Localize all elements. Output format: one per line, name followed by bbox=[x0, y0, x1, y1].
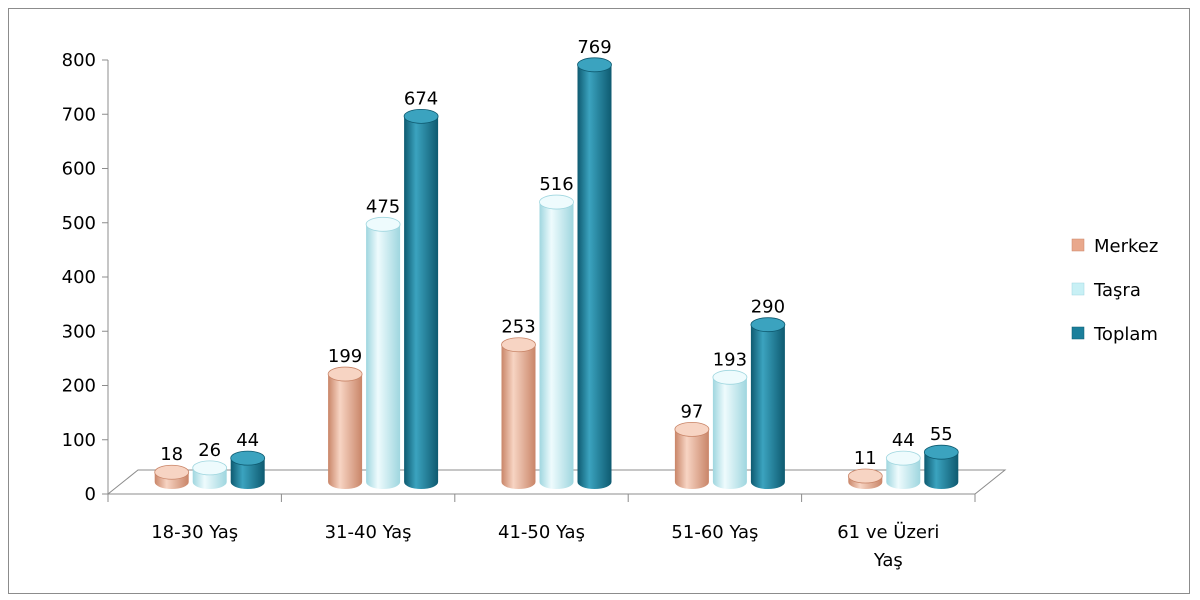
bar-merkez bbox=[327, 366, 363, 490]
bar-body bbox=[501, 344, 536, 490]
bar-top bbox=[403, 108, 439, 124]
bar-body bbox=[366, 224, 401, 490]
bar-taşra bbox=[192, 460, 228, 490]
bar-top bbox=[577, 57, 612, 73]
bar-body bbox=[230, 458, 265, 489]
bar-merkez bbox=[674, 421, 710, 490]
bar-body bbox=[404, 116, 439, 490]
legend-label-merkez: Merkez bbox=[1094, 236, 1158, 257]
y-tick-label: 500 bbox=[62, 213, 96, 234]
bar-top bbox=[327, 366, 363, 382]
data-label: 11 bbox=[854, 448, 877, 469]
data-label: 769 bbox=[577, 37, 611, 58]
bar-body bbox=[577, 64, 612, 490]
data-label: 44 bbox=[236, 430, 259, 451]
data-label: 253 bbox=[501, 317, 535, 338]
y-tick-label: 700 bbox=[62, 104, 96, 125]
y-tick-label: 200 bbox=[62, 376, 96, 397]
x-category-label: 31-40 Yaş bbox=[325, 522, 412, 543]
bar-top bbox=[750, 317, 786, 333]
bar-top bbox=[154, 464, 190, 480]
bar-toplam bbox=[403, 108, 439, 490]
bar-body bbox=[886, 458, 921, 490]
bar-toplam bbox=[923, 444, 959, 490]
data-label: 516 bbox=[539, 174, 573, 195]
x-category-label: 51-60 Yaş bbox=[671, 522, 758, 543]
bar-top bbox=[674, 421, 710, 437]
legend-label-toplam: Toplam bbox=[1093, 324, 1158, 345]
bar-merkez bbox=[847, 468, 883, 490]
bar-taşra bbox=[712, 369, 748, 490]
bar-body bbox=[539, 202, 574, 490]
data-label: 475 bbox=[366, 196, 400, 217]
bar-taşra bbox=[539, 194, 574, 490]
bar-toplam bbox=[750, 317, 786, 490]
bar-top bbox=[501, 337, 536, 353]
bar-top bbox=[712, 369, 748, 385]
data-label: 26 bbox=[198, 440, 221, 461]
data-label: 18 bbox=[160, 444, 183, 465]
bar-taşra bbox=[365, 216, 401, 490]
y-tick-label: 0 bbox=[85, 484, 96, 505]
x-category-label: 61 ve Üzeri bbox=[837, 521, 939, 543]
data-label: 97 bbox=[680, 401, 703, 422]
y-tick-label: 100 bbox=[62, 430, 96, 451]
legend-label-taşra: Taşra bbox=[1093, 280, 1141, 301]
data-label: 290 bbox=[751, 297, 785, 318]
legend-swatch-taşra bbox=[1071, 282, 1085, 296]
data-label: 193 bbox=[713, 349, 747, 370]
x-category-label: 41-50 Yaş bbox=[498, 522, 585, 543]
data-label: 44 bbox=[892, 430, 915, 451]
bar-merkez bbox=[154, 464, 190, 490]
bar-top bbox=[192, 460, 228, 476]
y-tick-label: 600 bbox=[62, 159, 96, 180]
y-tick-label: 800 bbox=[62, 50, 96, 71]
bar-body bbox=[924, 452, 959, 490]
bar-merkez bbox=[501, 337, 536, 490]
bar-body bbox=[328, 374, 363, 490]
x-category-label: 18-30 Yaş bbox=[151, 522, 238, 543]
data-label: 674 bbox=[404, 88, 438, 109]
data-label: 55 bbox=[930, 424, 953, 445]
bar-body bbox=[750, 324, 785, 490]
bar-top bbox=[539, 194, 574, 210]
bar-top bbox=[885, 450, 921, 466]
bar-toplam bbox=[577, 57, 612, 490]
data-label: 199 bbox=[328, 346, 362, 367]
bar-top bbox=[365, 216, 401, 232]
x-category-label: Yaş bbox=[873, 550, 903, 571]
legend-swatch-merkez bbox=[1071, 238, 1085, 252]
y-tick-label: 300 bbox=[62, 321, 96, 342]
bar-body bbox=[712, 377, 747, 490]
bar-body bbox=[674, 429, 709, 490]
bar-toplam bbox=[230, 450, 266, 489]
bar-top bbox=[230, 450, 266, 466]
legend-swatch-toplam bbox=[1071, 326, 1085, 340]
bar-top bbox=[923, 444, 959, 460]
bar-top bbox=[847, 468, 883, 484]
bar-taşra bbox=[885, 450, 921, 490]
y-tick-label: 400 bbox=[62, 267, 96, 288]
